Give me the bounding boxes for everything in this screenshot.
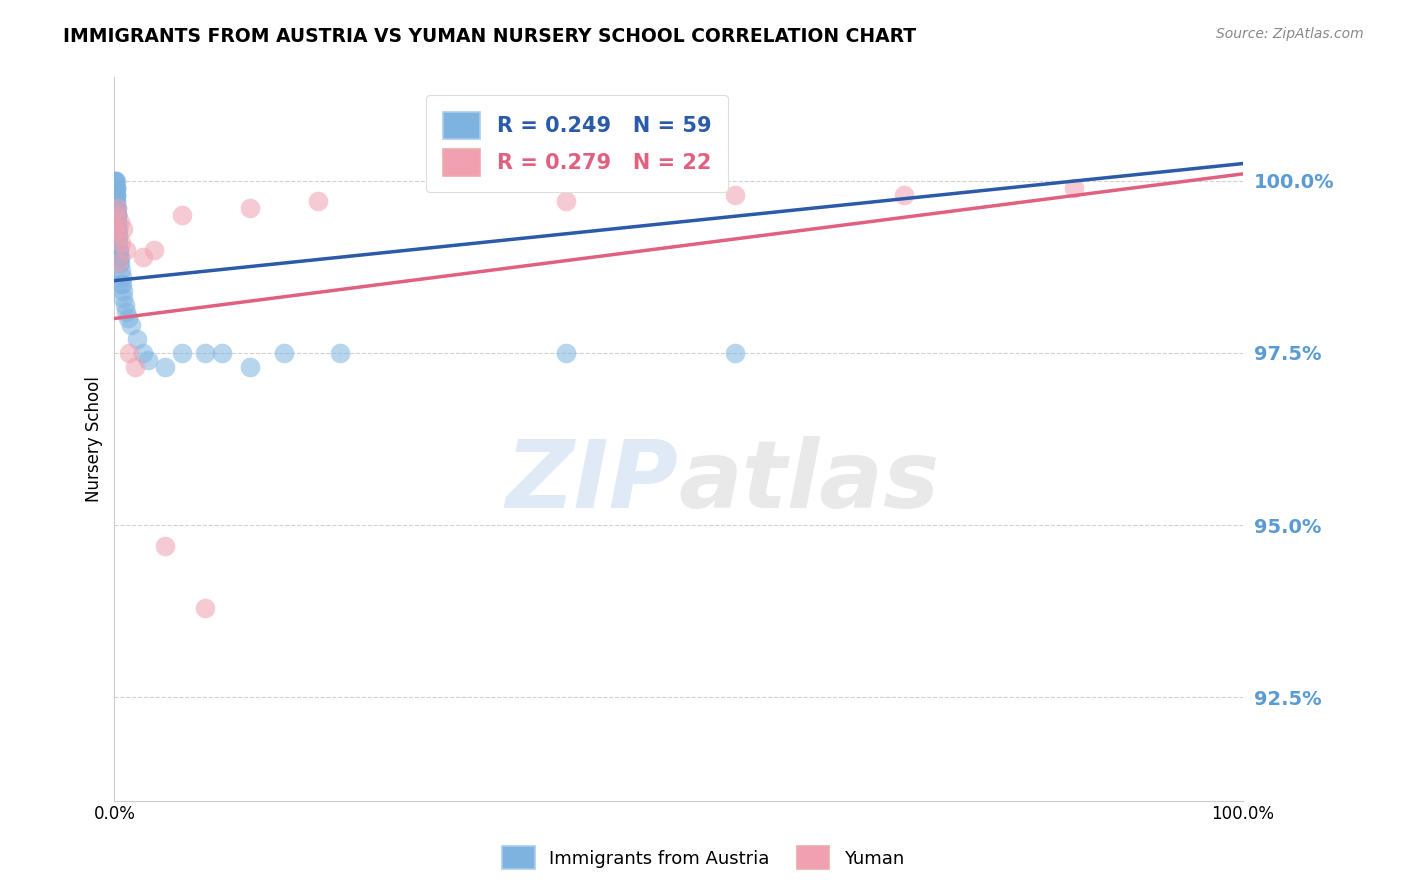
Point: [114, 243, 136, 257]
Point: [108, 215, 131, 229]
Point: [107, 243, 129, 257]
Point: [111, 284, 134, 298]
Legend: Immigrants from Austria, Yuman: Immigrants from Austria, Yuman: [494, 838, 912, 879]
Point: [107, 228, 129, 243]
Point: [105, 194, 128, 209]
Legend: R = 0.249   N = 59, R = 0.279   N = 22: R = 0.249 N = 59, R = 0.279 N = 22: [426, 95, 728, 193]
Point: [105, 208, 128, 222]
Point: [105, 215, 128, 229]
Point: [104, 174, 127, 188]
Point: [307, 194, 329, 209]
Point: [104, 222, 127, 236]
Point: [104, 180, 127, 194]
Point: [105, 215, 128, 229]
Point: [104, 180, 127, 194]
Point: [136, 352, 159, 367]
Point: [131, 250, 153, 264]
Text: IMMIGRANTS FROM AUSTRIA VS YUMAN NURSERY SCHOOL CORRELATION CHART: IMMIGRANTS FROM AUSTRIA VS YUMAN NURSERY…: [63, 27, 917, 45]
Point: [112, 291, 135, 305]
Point: [105, 228, 128, 243]
Point: [554, 194, 576, 209]
Point: [329, 346, 352, 360]
Point: [107, 235, 129, 250]
Point: [105, 202, 128, 216]
Point: [108, 243, 131, 257]
Text: Source: ZipAtlas.com: Source: ZipAtlas.com: [1216, 27, 1364, 41]
Text: ZIP: ZIP: [506, 436, 679, 528]
Point: [117, 311, 139, 326]
Point: [108, 250, 131, 264]
Point: [120, 318, 142, 333]
Point: [118, 346, 141, 360]
Point: [131, 346, 153, 360]
Point: [107, 222, 129, 236]
Point: [153, 359, 176, 374]
Point: [111, 277, 134, 291]
Point: [110, 263, 132, 277]
Point: [114, 304, 136, 318]
Point: [724, 346, 747, 360]
Point: [105, 222, 128, 236]
Point: [105, 202, 128, 216]
Point: [104, 208, 127, 222]
Point: [104, 180, 127, 194]
Point: [105, 208, 128, 222]
Point: [893, 187, 915, 202]
Point: [724, 187, 747, 202]
Point: [110, 277, 132, 291]
Point: [194, 346, 217, 360]
Point: [111, 270, 134, 285]
Point: [112, 222, 135, 236]
Point: [107, 222, 129, 236]
Point: [105, 202, 128, 216]
Point: [105, 215, 128, 229]
Point: [172, 208, 194, 222]
Point: [104, 174, 127, 188]
Point: [142, 243, 165, 257]
Point: [107, 243, 129, 257]
Point: [110, 235, 132, 250]
Point: [108, 256, 131, 270]
Point: [114, 298, 136, 312]
Point: [153, 539, 176, 553]
Point: [104, 174, 127, 188]
Text: atlas: atlas: [679, 436, 941, 528]
Point: [108, 250, 131, 264]
Point: [124, 359, 146, 374]
Point: [104, 180, 127, 194]
Point: [107, 228, 129, 243]
Point: [554, 346, 576, 360]
Point: [105, 208, 128, 222]
Point: [125, 332, 148, 346]
Point: [239, 359, 262, 374]
Point: [104, 187, 127, 202]
Point: [107, 256, 129, 270]
Point: [107, 235, 129, 250]
Point: [105, 187, 128, 202]
Point: [108, 256, 131, 270]
Point: [172, 346, 194, 360]
Point: [105, 202, 128, 216]
Point: [104, 174, 127, 188]
Point: [211, 346, 233, 360]
Point: [1063, 180, 1085, 194]
Point: [239, 202, 262, 216]
Point: [104, 187, 127, 202]
Y-axis label: Nursery School: Nursery School: [86, 376, 103, 502]
Point: [105, 208, 128, 222]
Point: [273, 346, 295, 360]
Point: [105, 194, 128, 209]
Point: [194, 600, 217, 615]
